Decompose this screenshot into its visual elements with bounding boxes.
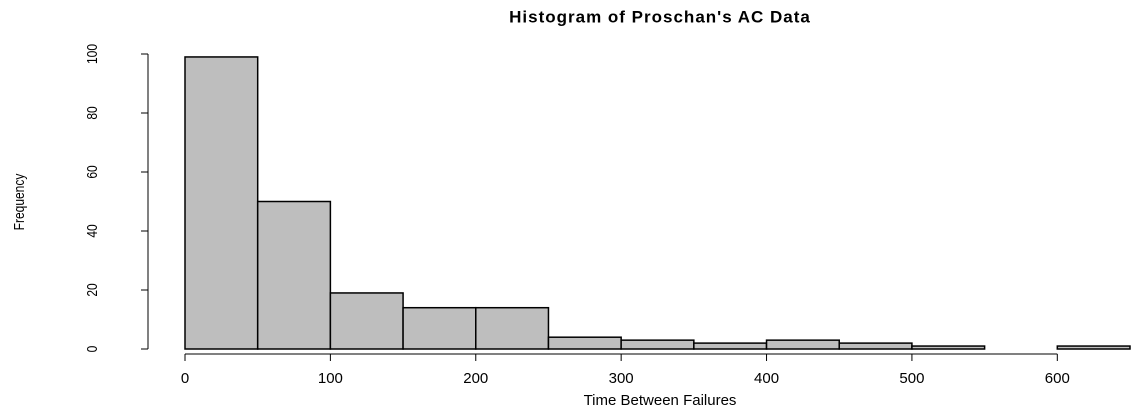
y-tick-label: 0	[84, 345, 101, 352]
bar	[256, 200, 332, 350]
bar	[620, 339, 695, 350]
bar	[184, 56, 259, 350]
x-axis-label: Time Between Failures	[584, 392, 737, 409]
bar	[1056, 345, 1131, 350]
y-tick-label: 40	[84, 224, 101, 238]
y-tick-label: 100	[84, 44, 101, 64]
bar	[475, 306, 550, 350]
x-tick-label: 300	[609, 370, 634, 387]
y-tick-label: 20	[84, 283, 101, 297]
bar	[329, 292, 404, 350]
x-tick-label: 500	[899, 370, 924, 387]
y-axis-label: Frequency	[11, 173, 28, 230]
x-tick-label: 0	[181, 370, 189, 387]
x-tick-label: 400	[754, 370, 779, 387]
bar	[402, 306, 477, 350]
bar	[547, 336, 622, 350]
bar	[765, 339, 840, 350]
y-tick-label: 80	[84, 106, 101, 120]
bar	[838, 342, 913, 350]
y-tick-label: 60	[84, 165, 101, 179]
chart-title: Histogram of Proschan's AC Data	[509, 7, 811, 26]
bar	[693, 342, 768, 350]
bar	[911, 345, 986, 350]
x-tick-label: 600	[1045, 370, 1070, 387]
x-tick-label: 100	[318, 370, 343, 387]
x-tick-label: 200	[463, 370, 488, 387]
